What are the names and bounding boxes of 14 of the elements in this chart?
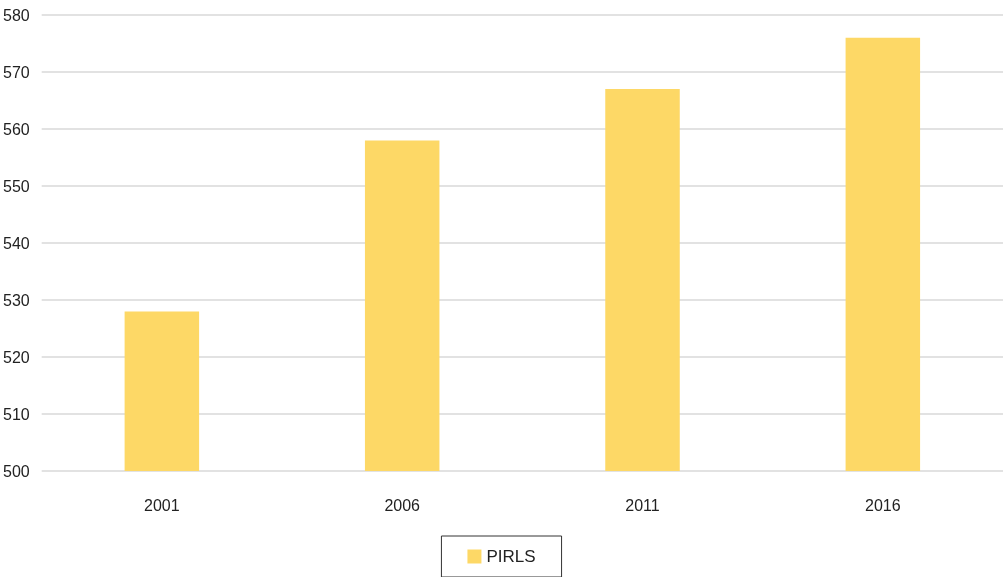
x-tick-label: 2011 [625,496,660,514]
y-tick-label: 570 [2,63,30,81]
x-tick-label: 2006 [384,496,421,514]
y-tick-label: 520 [2,348,30,366]
x-tick-label: 2016 [865,496,901,514]
x-tick-label: 2001 [144,496,180,514]
y-tick-label: 550 [2,177,30,195]
y-tick-label: 540 [2,234,30,252]
y-tick-label: 500 [2,462,30,480]
y-tick-label: 580 [2,6,30,24]
y-tick-label: 560 [2,120,30,138]
y-tick-label: 510 [2,405,30,423]
legend-label: PIRLS [486,547,536,566]
y-tick-label: 530 [2,291,30,309]
